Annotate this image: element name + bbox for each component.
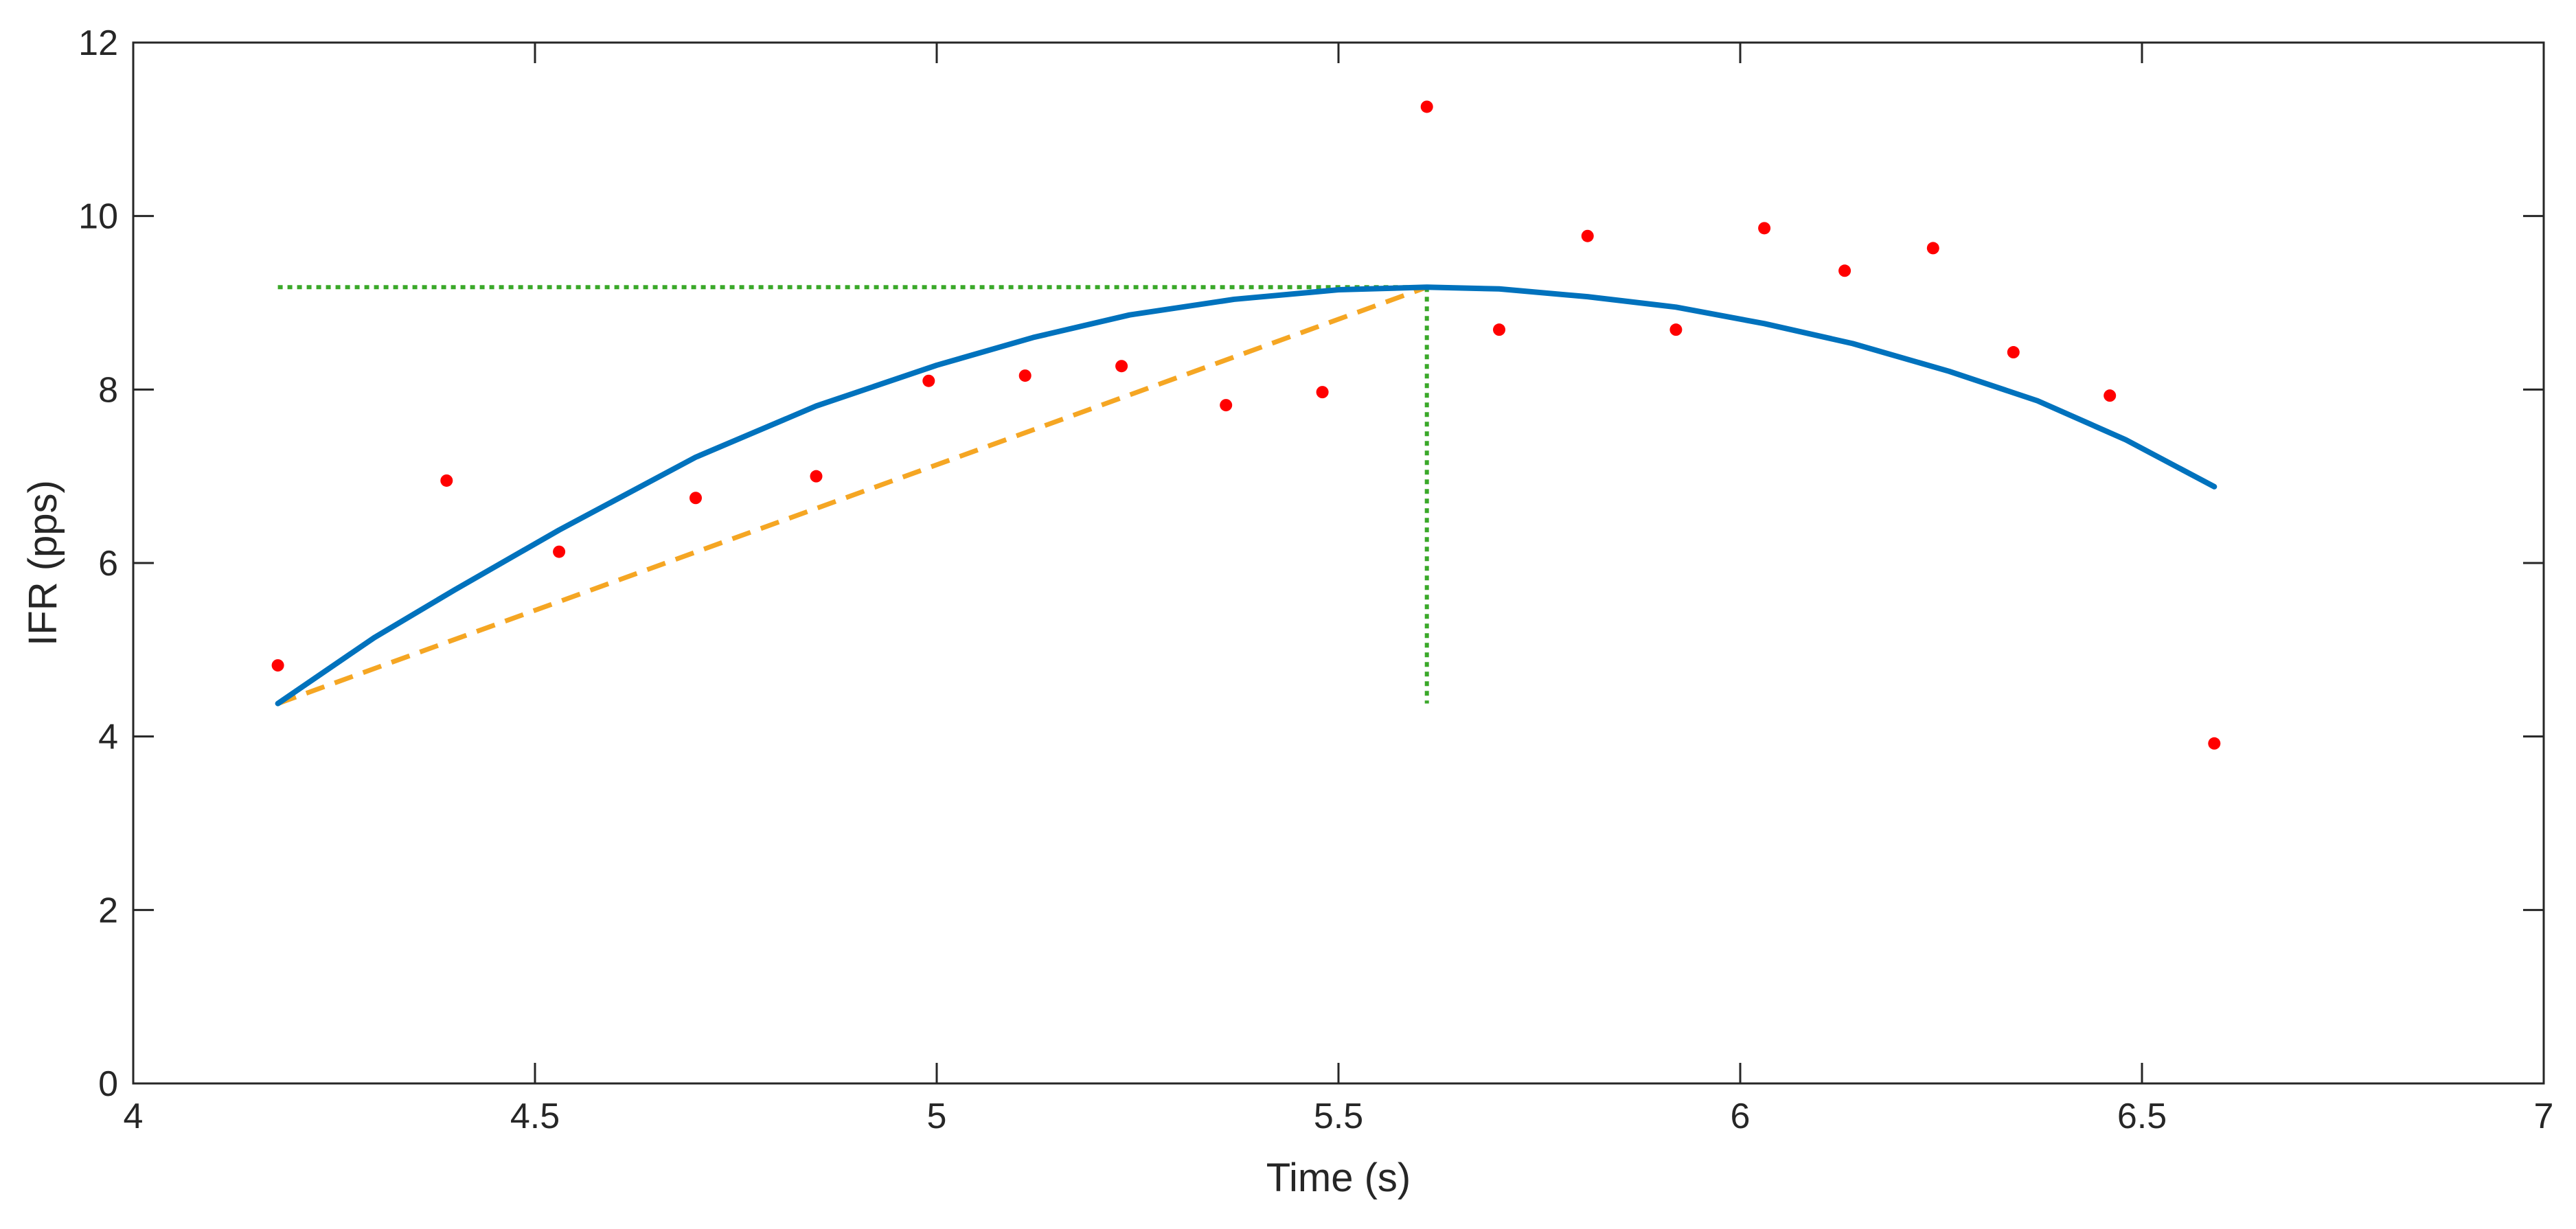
data-point <box>922 374 935 387</box>
data-point <box>440 474 453 487</box>
data-point <box>1115 360 1128 373</box>
data-point <box>1316 386 1329 399</box>
plot-area <box>132 41 2545 1085</box>
data-point <box>1838 264 1851 277</box>
data-point <box>1420 100 1433 113</box>
axis-ticks <box>132 41 2545 1085</box>
fit-curve <box>275 284 2218 707</box>
x-tick-label: 5.5 <box>1314 1096 1363 1136</box>
data-point <box>1018 369 1031 382</box>
x-axis-title: Time (s) <box>1266 1156 1411 1200</box>
data-point <box>1758 222 1771 235</box>
data-point <box>2208 737 2221 750</box>
data-point <box>1220 399 1233 412</box>
reference-lines <box>277 284 1429 706</box>
y-tick-label: 4 <box>98 717 118 757</box>
data-point <box>1669 323 1683 336</box>
data-point <box>810 470 823 483</box>
y-tick-label: 8 <box>98 370 118 410</box>
y-axis-title: IFR (pps) <box>21 480 65 646</box>
data-point <box>1581 229 1594 242</box>
x-tick-label: 6 <box>1731 1096 1751 1136</box>
x-tick-label: 4.5 <box>510 1096 560 1136</box>
y-tick-labels: 0 2 4 6 8 10 12 <box>78 23 118 1104</box>
y-tick-label: 0 <box>98 1064 118 1104</box>
x-tick-label: 6.5 <box>2117 1096 2167 1136</box>
x-tick-label: 4 <box>124 1096 144 1136</box>
y-tick-label: 6 <box>98 544 118 584</box>
data-point <box>1493 323 1505 336</box>
y-tick-label: 12 <box>78 23 118 63</box>
x-tick-labels: 4 4.5 5 5.5 6 6.5 7 <box>124 1096 2554 1136</box>
data-point <box>689 492 702 505</box>
data-point <box>553 545 566 558</box>
x-tick-label: 7 <box>2534 1096 2554 1136</box>
data-point <box>2104 389 2117 402</box>
data-point <box>271 659 284 672</box>
data-point <box>2007 346 2020 359</box>
data-point <box>1926 242 1939 255</box>
y-tick-label: 10 <box>78 197 118 237</box>
fit-line-group <box>275 284 2218 707</box>
data-points <box>271 100 2221 750</box>
onset-peak-dashed-line <box>277 284 1428 706</box>
x-tick-label: 5 <box>927 1096 947 1136</box>
y-tick-label: 2 <box>98 891 118 930</box>
